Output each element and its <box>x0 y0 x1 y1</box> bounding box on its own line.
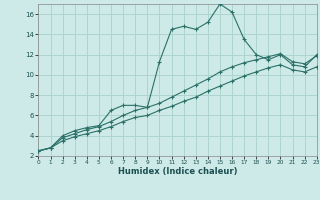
X-axis label: Humidex (Indice chaleur): Humidex (Indice chaleur) <box>118 167 237 176</box>
